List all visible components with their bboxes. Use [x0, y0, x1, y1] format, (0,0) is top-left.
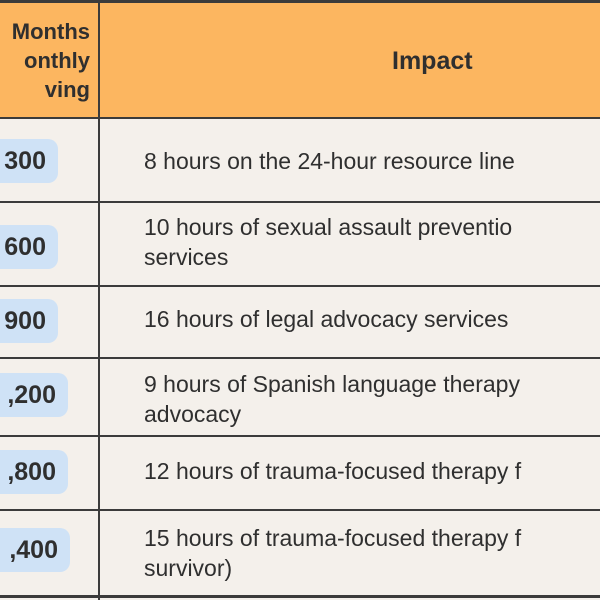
impact-text: 12 hours of trauma-focused therapy f: [144, 456, 600, 486]
header-impact: Impact: [392, 47, 473, 75]
amount-badge: ,200: [0, 373, 68, 417]
table-row: 300 8 hours on the 24-hour resource line: [0, 119, 600, 203]
impact-line: 8 hours on the 24-hour resource line: [144, 148, 515, 174]
amount-badge: 600: [0, 225, 58, 269]
impact-text: 9 hours of Spanish language therapy advo…: [144, 369, 600, 429]
table-row: 600 10 hours of sexual assault preventio…: [0, 203, 600, 287]
header-line-1: Months: [11, 19, 90, 44]
table-row: ,400 15 hours of trauma-focused therapy …: [0, 511, 600, 595]
column-divider: [98, 0, 100, 600]
amount-badge: ,800: [0, 450, 68, 494]
impact-text: 8 hours on the 24-hour resource line: [144, 146, 600, 176]
impact-line: 12 hours of trauma-focused therapy f: [144, 458, 522, 484]
impact-line: 16 hours of legal advocacy services: [144, 306, 509, 332]
header-line-3: ving: [44, 77, 90, 102]
header-line-2: onthly: [24, 48, 90, 73]
header-months-giving: Months onthly ving: [0, 17, 90, 104]
amount-badge: ,400: [0, 528, 70, 572]
table-header: Months onthly ving Impact: [0, 3, 600, 119]
impact-line: survivor): [144, 555, 233, 581]
amount-badge: 300: [0, 139, 58, 183]
impact-line: services: [144, 244, 229, 270]
table-row: 900 16 hours of legal advocacy services: [0, 287, 600, 359]
impact-text: 10 hours of sexual assault preventio ser…: [144, 212, 600, 272]
impact-text: 15 hours of trauma-focused therapy f sur…: [144, 523, 600, 583]
impact-line: 15 hours of trauma-focused therapy f: [144, 525, 522, 551]
impact-text: 16 hours of legal advocacy services: [144, 304, 600, 334]
table-row: ,800 12 hours of trauma-focused therapy …: [0, 437, 600, 511]
table-row: ,200 9 hours of Spanish language therapy…: [0, 359, 600, 437]
amount-badge: 900: [0, 299, 58, 343]
impact-line: 9 hours of Spanish language therapy: [144, 371, 520, 397]
impact-line: advocacy: [144, 401, 242, 427]
impact-line: 10 hours of sexual assault preventio: [144, 214, 513, 240]
